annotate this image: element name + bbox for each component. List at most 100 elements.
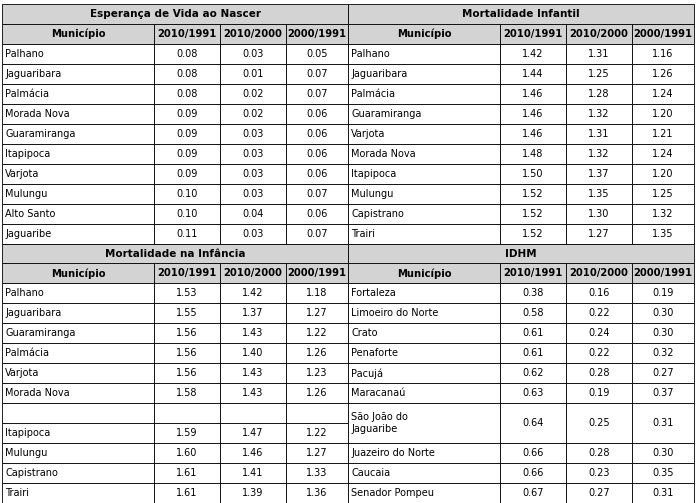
Text: 0.24: 0.24 (588, 328, 610, 339)
Bar (500, 344, 566, 363)
Bar (2, 264, 155, 283)
Bar (155, 423, 220, 443)
Text: 1.61: 1.61 (176, 488, 198, 498)
Text: Município: Município (397, 29, 452, 39)
Text: 1.55: 1.55 (176, 308, 198, 318)
Bar (286, 64, 348, 84)
Text: 0.06: 0.06 (306, 209, 328, 219)
Bar (348, 184, 500, 204)
Bar (348, 344, 500, 363)
Text: 0.09: 0.09 (176, 109, 198, 119)
Text: 1.25: 1.25 (652, 189, 674, 199)
Bar (632, 64, 694, 84)
Text: 0.30: 0.30 (652, 448, 674, 458)
Bar (220, 124, 286, 144)
Bar (632, 323, 694, 344)
Bar (220, 104, 286, 124)
Bar (632, 383, 694, 403)
Text: 0.30: 0.30 (652, 328, 674, 339)
Bar (566, 463, 632, 483)
Text: 0.07: 0.07 (306, 69, 328, 79)
Text: 1.60: 1.60 (176, 448, 198, 458)
Bar (632, 84, 694, 104)
Bar (566, 104, 632, 124)
Text: 0.31: 0.31 (652, 418, 674, 428)
Text: 1.46: 1.46 (523, 89, 544, 99)
Text: 1.21: 1.21 (652, 129, 674, 139)
Bar (220, 84, 286, 104)
Text: 0.28: 0.28 (588, 448, 610, 458)
Text: Esperança de Vida ao Nascer: Esperança de Vida ao Nascer (90, 9, 260, 19)
Text: 1.43: 1.43 (242, 328, 264, 339)
Text: 0.07: 0.07 (306, 89, 328, 99)
Text: 0.35: 0.35 (652, 468, 674, 478)
Text: 2010/2000: 2010/2000 (223, 269, 283, 279)
Bar (220, 283, 286, 303)
Text: 1.22: 1.22 (306, 328, 328, 339)
Bar (632, 344, 694, 363)
Bar (500, 264, 566, 283)
Text: 1.26: 1.26 (306, 388, 328, 398)
Text: 0.03: 0.03 (242, 228, 264, 238)
Bar (286, 323, 348, 344)
Text: 0.22: 0.22 (588, 348, 610, 358)
Text: Itapipoca: Itapipoca (5, 149, 50, 159)
Text: Morada Nova: Morada Nova (5, 109, 70, 119)
Text: Palmácia: Palmácia (351, 89, 395, 99)
Text: 0.67: 0.67 (523, 488, 544, 498)
Bar (500, 323, 566, 344)
Text: 1.36: 1.36 (306, 488, 328, 498)
Text: IDHM: IDHM (505, 248, 537, 259)
Text: 0.61: 0.61 (523, 328, 544, 339)
Bar (155, 403, 220, 423)
Bar (2, 483, 155, 503)
Bar (348, 264, 500, 283)
Bar (632, 223, 694, 243)
Text: 2010/2000: 2010/2000 (569, 269, 628, 279)
Bar (632, 44, 694, 64)
Text: 1.32: 1.32 (652, 209, 674, 219)
Text: Itapipoca: Itapipoca (351, 169, 396, 179)
Bar (566, 303, 632, 323)
Text: 0.08: 0.08 (176, 49, 198, 59)
Text: 2010/1991: 2010/1991 (503, 269, 563, 279)
Text: 2000/1991: 2000/1991 (633, 269, 693, 279)
Bar (632, 184, 694, 204)
Text: 1.46: 1.46 (523, 109, 544, 119)
Bar (286, 184, 348, 204)
Text: Varjota: Varjota (5, 169, 40, 179)
Text: 1.20: 1.20 (652, 169, 674, 179)
Text: 1.42: 1.42 (523, 49, 544, 59)
Text: 0.28: 0.28 (588, 368, 610, 378)
Bar (348, 44, 500, 64)
Bar (2, 144, 155, 163)
Text: Morada Nova: Morada Nova (351, 149, 416, 159)
Bar (348, 223, 500, 243)
Bar (220, 323, 286, 344)
Text: 1.32: 1.32 (588, 149, 610, 159)
Bar (155, 283, 220, 303)
Bar (500, 483, 566, 503)
Text: Palmácia: Palmácia (5, 89, 49, 99)
Text: Palmácia: Palmácia (5, 348, 49, 358)
Bar (632, 483, 694, 503)
Text: 0.19: 0.19 (588, 388, 610, 398)
Bar (286, 363, 348, 383)
Text: 1.46: 1.46 (523, 129, 544, 139)
Text: Município: Município (51, 268, 105, 279)
Bar (500, 443, 566, 463)
Bar (155, 323, 220, 344)
Text: 1.52: 1.52 (522, 209, 544, 219)
Bar (566, 24, 632, 44)
Bar (632, 204, 694, 223)
Text: 0.09: 0.09 (176, 129, 198, 139)
Text: 2010/1991: 2010/1991 (503, 29, 563, 39)
Bar (220, 144, 286, 163)
Text: 1.61: 1.61 (176, 468, 198, 478)
Bar (286, 283, 348, 303)
Text: Jaguaribara: Jaguaribara (351, 69, 407, 79)
Text: 0.66: 0.66 (523, 468, 544, 478)
Text: 0.06: 0.06 (306, 129, 328, 139)
Bar (286, 443, 348, 463)
Bar (348, 24, 500, 44)
